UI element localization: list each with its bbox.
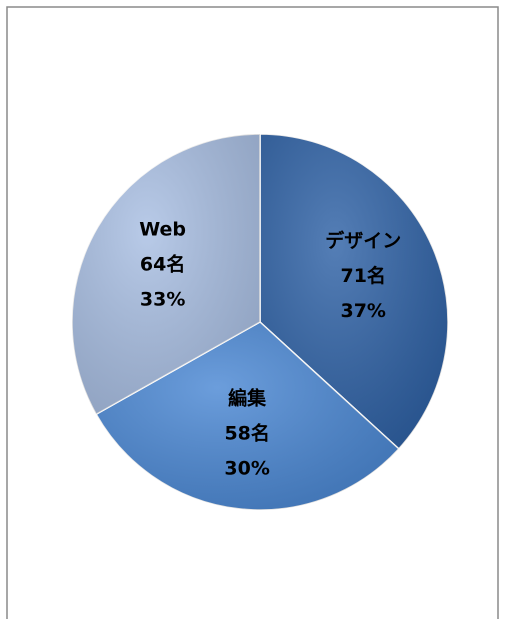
labels: デザイン 71名 37% 編集 58名 30% Web 64名 33%: [139, 219, 401, 480]
slice-percent-label: 37%: [340, 300, 385, 322]
slice-percent-label: 33%: [140, 289, 185, 311]
slice-shade: [71, 134, 260, 415]
slice-percent-label: 30%: [224, 458, 269, 480]
frame: [6, 6, 499, 619]
slice-category-label: Web: [139, 219, 186, 241]
slice-value-label: 71名: [340, 264, 385, 287]
slice-value-label: 64名: [140, 253, 185, 276]
slice-shade: [260, 134, 448, 449]
slice-value-label: 58名: [224, 422, 269, 445]
slice-category-label: 編集: [228, 387, 267, 410]
slice-category-label: デザイン: [325, 229, 401, 252]
pie: [71, 133, 449, 511]
slice-shade: [96, 322, 399, 510]
